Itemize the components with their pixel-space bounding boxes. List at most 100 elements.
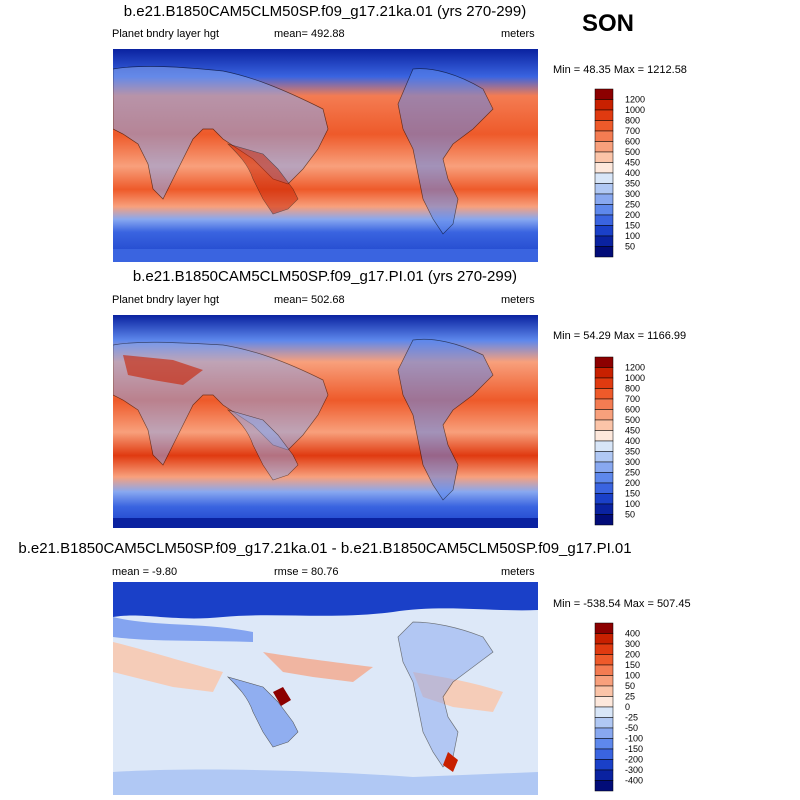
panel-1-mean-label: mean= 492.88 <box>274 28 345 40</box>
colorbar-tick-label: 150 <box>625 660 640 670</box>
colorbar-tick-label: 50 <box>625 510 635 520</box>
colorbar-tick-label: 200 <box>625 478 640 488</box>
colorbar-tick-label: 250 <box>625 468 640 478</box>
panel-3-title: b.e21.B1850CAM5CLM50SP.f09_g17.21ka.01 -… <box>18 540 632 557</box>
colorbar-tick-label: 700 <box>625 394 640 404</box>
colorbar-tick-label: 450 <box>625 426 640 436</box>
colorbar-tick-label: 350 <box>625 447 640 457</box>
panel-2-mean-label: mean= 502.68 <box>274 294 345 306</box>
colorbar-swatch <box>594 643 614 655</box>
colorbar-swatch <box>594 759 614 771</box>
colorbar-swatch <box>594 246 614 258</box>
colorbar-swatch <box>594 780 614 792</box>
panel-2-variable-label: Planet bndry layer hgt <box>112 294 220 306</box>
colorbar-swatch <box>594 622 614 634</box>
colorbar-tick-label: -150 <box>625 744 643 754</box>
colorbar-tick-label: -300 <box>625 765 643 775</box>
colorbar-swatch <box>594 430 614 442</box>
panel-2-minmax: Min = 54.29 Max = 1166.99 <box>553 330 687 342</box>
colorbar-swatch <box>594 235 614 247</box>
colorbar-swatch <box>594 109 614 121</box>
colorbar-swatch <box>594 356 614 368</box>
panel-2-title: b.e21.B1850CAM5CLM50SP.f09_g17.PI.01 (yr… <box>132 268 518 285</box>
colorbar-tick-label: -50 <box>625 723 638 733</box>
colorbar-swatch <box>594 388 614 400</box>
colorbar-swatch <box>594 717 614 729</box>
colorbar-swatch <box>594 130 614 142</box>
colorbar-tick-label: 100 <box>625 499 640 509</box>
colorbar-swatch <box>594 377 614 389</box>
panel-3-minmax: Min = -538.54 Max = 507.45 <box>553 598 691 610</box>
colorbar-swatch <box>594 472 614 484</box>
colorbar-tick-label: 25 <box>625 692 635 702</box>
colorbar-tick-label: 1000 <box>625 373 645 383</box>
colorbar-tick-label: 200 <box>625 650 640 660</box>
colorbar-swatch <box>594 162 614 174</box>
colorbar-swatch <box>594 769 614 781</box>
colorbar-tick-label: 50 <box>625 242 635 252</box>
colorbar-tick-label: 100 <box>625 671 640 681</box>
colorbar-tick-label: 500 <box>625 415 640 425</box>
panel-1-land <box>113 66 538 262</box>
colorbar-swatch <box>594 461 614 473</box>
colorbar-tick-label: 1200 <box>625 95 645 105</box>
colorbar-tick-label: 300 <box>625 457 640 467</box>
colorbar-swatch <box>594 193 614 205</box>
colorbar-swatch <box>594 88 614 100</box>
colorbar-swatch <box>594 664 614 676</box>
colorbar-tick-label: 800 <box>625 384 640 394</box>
colorbar-swatch <box>594 183 614 195</box>
colorbar-tick-label: 400 <box>625 168 640 178</box>
colorbar-swatch <box>594 151 614 163</box>
colorbar-tick-label: 1200 <box>625 363 645 373</box>
colorbar-swatch <box>594 120 614 132</box>
colorbar-tick-label: 450 <box>625 158 640 168</box>
panel-1-units-label: meters <box>501 28 535 40</box>
colorbar-swatch <box>594 419 614 431</box>
colorbar-tick-label: 0 <box>625 702 630 712</box>
panel-2-units-label: meters <box>501 294 535 306</box>
colorbar-tick-label: 100 <box>625 231 640 241</box>
colorbar-swatch <box>594 204 614 216</box>
colorbar-swatch <box>594 451 614 463</box>
colorbar-tick-label: -25 <box>625 713 638 723</box>
colorbar-swatch <box>594 398 614 410</box>
colorbar-tick-label: -200 <box>625 755 643 765</box>
panel-2-land <box>113 338 538 528</box>
colorbar-swatch <box>594 738 614 750</box>
panel-3-map <box>113 582 538 795</box>
colorbar-tick-label: 1000 <box>625 105 645 115</box>
panel-1-colorbar: 1200100080070060050045040035030025020015… <box>594 88 645 258</box>
panel-3-units-label: meters <box>501 566 535 578</box>
panel-3-rmse-label: rmse = 80.76 <box>274 566 339 578</box>
panel-3-mean-label: mean = -9.80 <box>112 566 178 578</box>
colorbar-swatch <box>594 482 614 494</box>
panel-1-minmax: Min = 48.35 Max = 1212.58 <box>553 64 687 76</box>
panel-1-map <box>113 49 538 262</box>
colorbar-swatch <box>594 409 614 421</box>
colorbar-swatch <box>594 696 614 708</box>
colorbar-tick-label: 400 <box>625 629 640 639</box>
colorbar-swatch <box>594 514 614 526</box>
colorbar-tick-label: 600 <box>625 137 640 147</box>
colorbar-tick-label: 150 <box>625 221 640 231</box>
colorbar-tick-label: -400 <box>625 776 643 786</box>
colorbar-tick-label: 700 <box>625 126 640 136</box>
colorbar-tick-label: 600 <box>625 405 640 415</box>
colorbar-swatch <box>594 503 614 515</box>
colorbar-swatch <box>594 727 614 739</box>
colorbar-tick-label: 500 <box>625 147 640 157</box>
panel-3-colorbar: 40030020015010050250-25-50-100-150-200-3… <box>594 622 643 792</box>
colorbar-tick-label: -100 <box>625 734 643 744</box>
colorbar-tick-label: 400 <box>625 436 640 446</box>
colorbar-swatch <box>594 214 614 226</box>
panel-1-variable-label: Planet bndry layer hgt <box>112 28 220 40</box>
colorbar-tick-label: 350 <box>625 179 640 189</box>
colorbar-tick-label: 300 <box>625 189 640 199</box>
colorbar-swatch <box>594 172 614 184</box>
colorbar-tick-label: 250 <box>625 200 640 210</box>
panel-3-anomalies <box>113 582 538 795</box>
colorbar-swatch <box>594 706 614 718</box>
colorbar-tick-label: 150 <box>625 489 640 499</box>
panel-2-colorbar: 1200100080070060050045040035030025020015… <box>594 356 645 526</box>
